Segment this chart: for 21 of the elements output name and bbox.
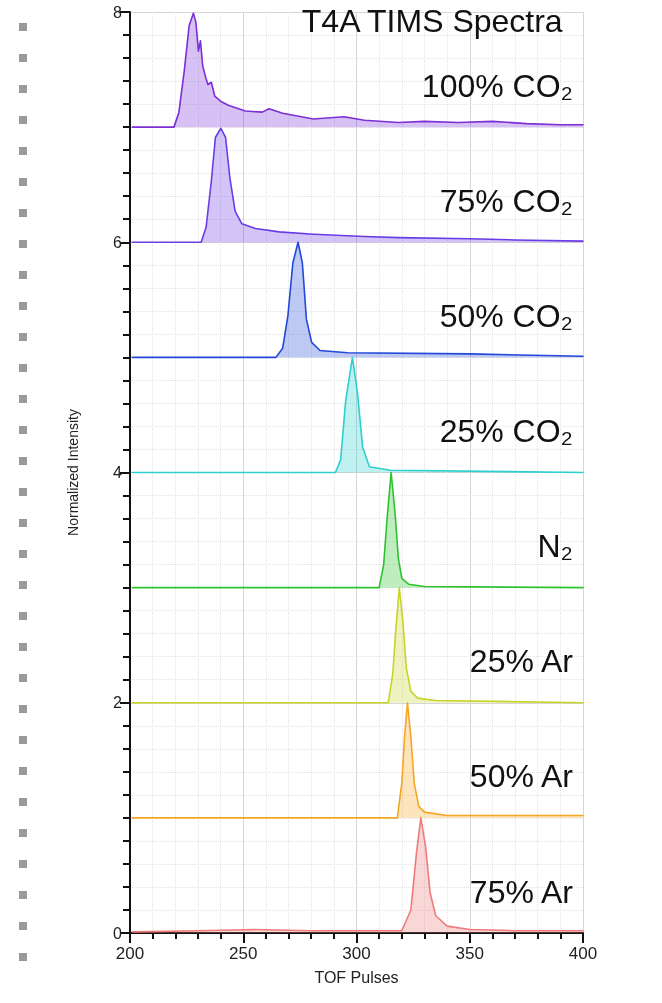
series-label: 25% CO₂ [439,413,573,450]
y-tick-label: 2 [113,694,123,712]
series-label: 75% Ar [469,873,574,910]
series-label: 25% Ar [469,643,574,680]
y-tick-label: 0 [113,924,123,942]
y-tick-label: 6 [113,233,123,251]
y-axis-title: Normalized Intensity [65,409,81,536]
x-tick-label: 300 [342,944,371,963]
series-label: 75% CO₂ [439,182,573,219]
series-label: 50% Ar [469,758,574,795]
x-axis-title: TOF Pulses [314,968,399,986]
x-tick-label: 400 [568,944,598,963]
series-label: 50% CO₂ [439,297,573,334]
y-tick-label: 4 [113,464,123,481]
x-tick-label: 200 [115,944,145,963]
x-tick-label: 350 [455,944,484,963]
y-tick-label: 8 [113,3,123,21]
chart-title: T4A TIMS Spectra [301,3,563,39]
series-label: 100% CO₂ [421,67,573,104]
x-tick-label: 250 [229,944,258,963]
series-label: N₂ [537,528,573,565]
